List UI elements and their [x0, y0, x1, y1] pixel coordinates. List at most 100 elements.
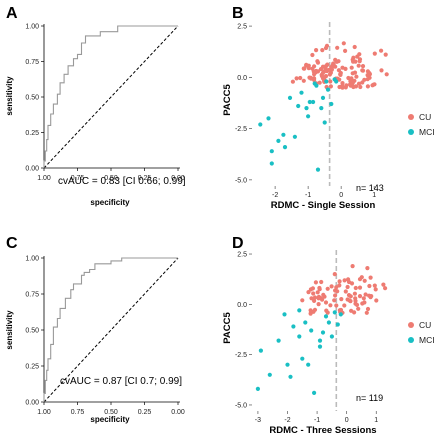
point-cu-b [352, 44, 357, 50]
roc-curve-c [43, 257, 178, 402]
point-cu-d [374, 298, 379, 303]
point-cu-b [336, 68, 341, 73]
point-cu-d [317, 287, 322, 292]
point-cu-d [328, 303, 333, 308]
point-cu-b [358, 84, 363, 90]
point-cu-b [346, 75, 351, 81]
point-cu-d [309, 296, 314, 301]
x-axis-title-b: RDMC - Single Session [271, 200, 376, 211]
point-cu-b [360, 68, 366, 73]
point-cu-d [365, 266, 370, 271]
point-cu-b [367, 72, 372, 77]
point-mci-b [296, 103, 301, 109]
x-tick-label-c: 1.00 [37, 409, 51, 416]
x-tick-label-d: 1 [374, 417, 378, 424]
point-cu-d [359, 275, 364, 280]
point-mci-d [317, 338, 323, 343]
point-mci-d [282, 312, 287, 317]
point-mci-d [255, 386, 260, 391]
point-cu-b [383, 52, 388, 57]
point-cu-d [368, 275, 373, 280]
point-cu-b [360, 64, 366, 69]
reference-diagonal-a [43, 25, 179, 169]
point-cu-b [310, 52, 315, 58]
point-cu-d [329, 284, 334, 289]
point-mci-d [297, 334, 302, 339]
point-cu-b [384, 72, 389, 77]
y-tick-label-b: -5.0 [235, 177, 247, 184]
point-cu-d [325, 310, 330, 315]
point-mci-b [304, 106, 309, 111]
point-cu-b [290, 79, 295, 84]
point-cu-b [379, 48, 384, 53]
auc-annotation-c: cvAUC = 0.87 [CI 0.7; 0.99] [60, 376, 182, 387]
point-cu-b [323, 45, 329, 51]
point-cu-d [349, 281, 355, 286]
point-cu-b [372, 51, 377, 56]
point-cu-d [372, 283, 377, 288]
scatter-plot-d: 2.5 0.0 -2.5 -5.0 -3 -2 -1 0 1 [235, 250, 388, 424]
point-mci-b [319, 106, 324, 111]
reference-diagonal-c [43, 257, 179, 403]
point-mci-d [285, 362, 290, 367]
point-mci-b [282, 145, 288, 150]
x-tick-label-a: 1.00 [37, 175, 51, 182]
x-tick-label-a: 0.00 [171, 175, 185, 182]
point-cu-d [383, 286, 388, 291]
legend-label-cu-d: CU [419, 320, 431, 330]
point-cu-d [365, 306, 371, 312]
point-cu-b [357, 52, 362, 57]
point-cu-b [370, 83, 375, 88]
point-mci-d [291, 324, 296, 329]
point-cu-d [373, 287, 378, 292]
x-tick-label-b: -2 [272, 192, 278, 199]
point-mci-b [334, 79, 339, 84]
roc-curve-a [43, 25, 178, 168]
y-tick-label-a: 0.00 [25, 166, 39, 173]
y-tick-label-d: 2.5 [237, 252, 247, 259]
y-axis-title-d: PACC5 [222, 312, 233, 344]
point-cu-d [334, 285, 339, 290]
legend-swatch-cu-d [408, 322, 414, 328]
x-tick-label-d: -3 [255, 417, 261, 424]
point-mci-b [292, 134, 297, 139]
point-mci-b [311, 99, 316, 105]
point-cu-d [356, 306, 361, 311]
point-mci-d [332, 310, 337, 315]
point-cu-d [343, 289, 348, 294]
point-mci-d [300, 356, 305, 361]
legend-label-cu-b: CU [419, 112, 431, 122]
x-tick-label-d: -2 [284, 417, 290, 424]
roc-plot-c: 1.00 0.75 0.50 0.25 0.00 0.00 0.25 0.50 0.75 1.00 [25, 256, 185, 417]
point-mci-b [320, 95, 326, 100]
point-cu-b [312, 77, 317, 83]
point-cu-d [361, 296, 366, 301]
point-cu-b [340, 83, 345, 89]
point-cu-b [329, 66, 334, 71]
x-tick-label-a: 0.25 [138, 175, 152, 182]
y-tick-label-a: 0.50 [25, 95, 39, 102]
point-mci-b [307, 99, 312, 105]
point-cu-b [325, 62, 330, 67]
point-cu-d [342, 303, 347, 308]
x-axis-title-a: specificity [90, 198, 130, 207]
point-cu-d [346, 293, 352, 298]
point-mci-b [269, 149, 274, 154]
n-annotation-d: n= 119 [356, 393, 383, 403]
point-cu-b [294, 76, 299, 81]
point-mci-d [276, 338, 281, 343]
y-tick-label-c: 0.75 [25, 292, 39, 299]
point-mci-d [288, 374, 293, 379]
y-tick-label-b: 2.5 [237, 24, 247, 31]
point-cu-b [350, 57, 355, 62]
point-cu-b [349, 65, 354, 70]
point-mci-d [326, 320, 331, 325]
point-cu-b [354, 74, 359, 79]
point-cu-b [320, 48, 325, 53]
x-axis-title-d: RDMC - Three Sessions [269, 425, 376, 436]
x-tick-label-c: 0.75 [71, 409, 85, 416]
point-mci-b [299, 90, 304, 95]
y-tick-label-a: 0.25 [25, 130, 39, 137]
point-mci-d [323, 314, 329, 319]
